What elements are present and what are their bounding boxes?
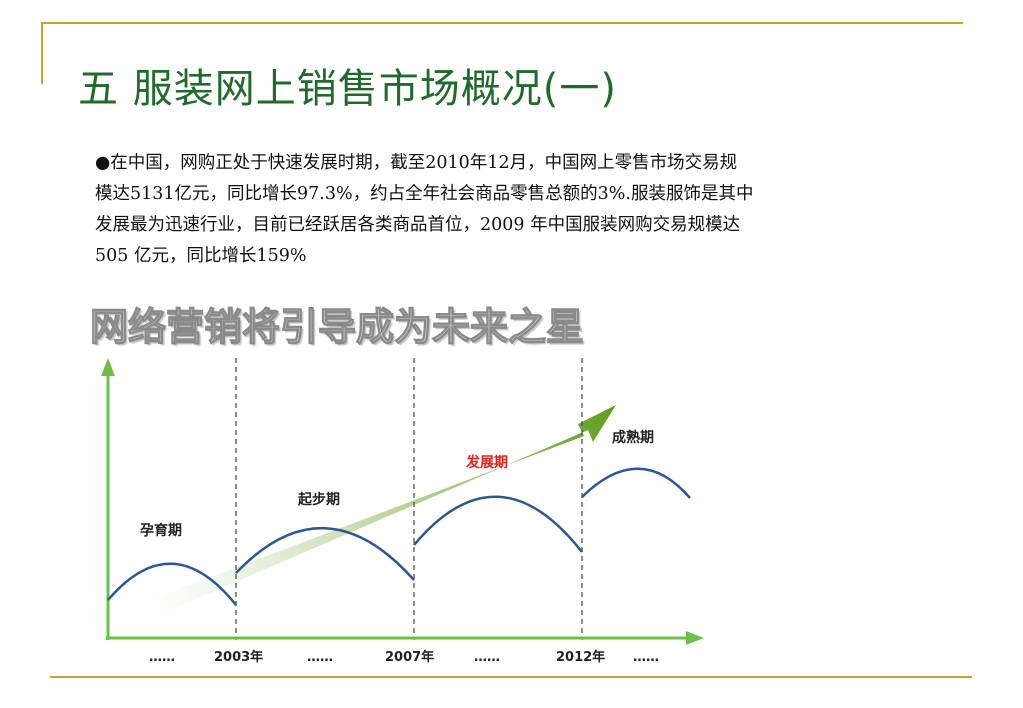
body-paragraph: ●在中国，网购正处于快速发展时期，截至2010年12月，中国网上零售市场交易规 … [95, 148, 965, 272]
curve-stage-3 [413, 495, 583, 553]
axis-label-2003: 2003年 [214, 649, 263, 665]
stage-label-startup: 起步期 [297, 491, 340, 508]
frame-top-rule [41, 22, 963, 24]
stage-label-incubation: 孕育期 [140, 522, 182, 539]
axis-label-ellipsis: …… [149, 650, 175, 665]
axis-label-ellipsis: …… [474, 650, 500, 665]
axis-label-ellipsis: …… [307, 650, 333, 665]
body-line: 505 亿元，同比增长159% [95, 246, 307, 266]
body-line: ●在中国，网购正处于快速发展时期，截至2010年12月，中国网上零售市场交易规 [95, 153, 738, 173]
curve-stage-2 [235, 527, 415, 581]
curve-stage-4 [581, 467, 691, 499]
curve-stage-1 [107, 562, 237, 606]
stage-label-maturity: 成熟期 [612, 429, 654, 446]
growth-arrow [145, 405, 616, 618]
axis-label-ellipsis: …… [633, 650, 659, 665]
x-axis-arrowhead [686, 631, 704, 645]
slide-title: 五 服装网上销售市场概况(一) [78, 66, 617, 112]
body-line: 发展最为迅速行业，目前已经跃居各类商品首位，2009 年中国服装网购交易规模达 [95, 215, 741, 235]
frame-bottom-rule [50, 676, 972, 678]
y-axis-arrowhead [101, 358, 115, 376]
stage-label-growth: 发展期 [465, 454, 508, 471]
headline-wordart: 网络营销将引导成为未来之星 [89, 304, 585, 349]
axis-label-2012: 2012年 [556, 649, 605, 665]
body-line: 模达5131亿元，同比增长97.3%，约占全年社会商品零售总额的3%.服装服饰是… [95, 184, 754, 204]
axis-label-2007: 2007年 [385, 649, 434, 665]
frame-left-rule [41, 22, 43, 84]
